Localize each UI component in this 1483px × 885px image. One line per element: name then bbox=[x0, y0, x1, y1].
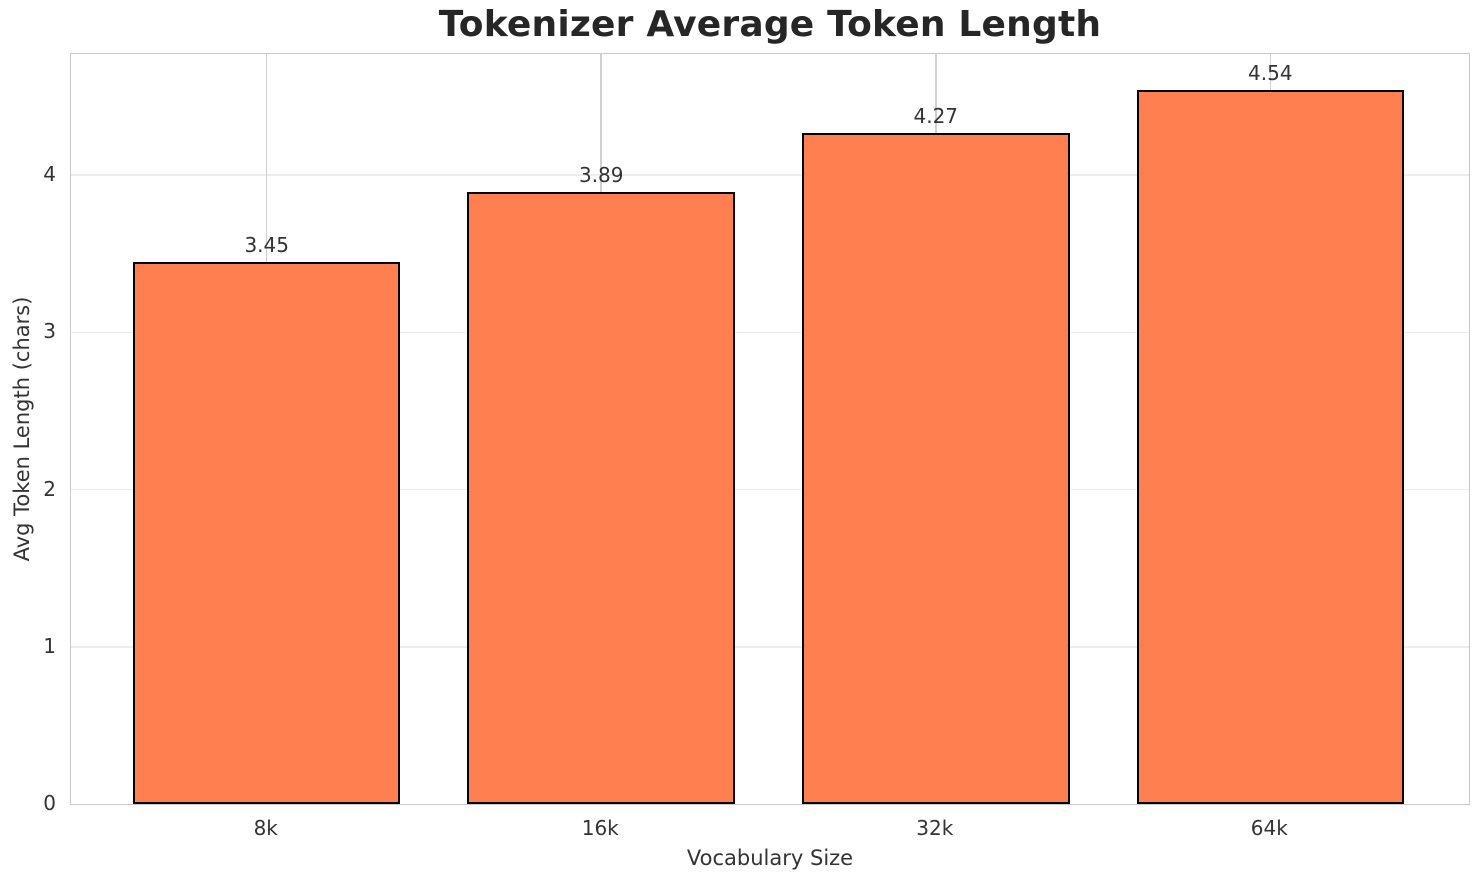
x-tick-label: 32k bbox=[916, 816, 954, 840]
bar-64k bbox=[1136, 90, 1405, 804]
x-axis-label: Vocabulary Size bbox=[686, 846, 854, 870]
y-tick-label: 3 bbox=[43, 319, 56, 344]
x-tick-label: 16k bbox=[581, 816, 619, 840]
y-tick-label: 0 bbox=[43, 791, 56, 815]
y-gridline bbox=[71, 331, 1469, 334]
chart-title: Tokenizer Average Token Length bbox=[438, 4, 1102, 45]
y-tick-label: 1 bbox=[43, 633, 56, 658]
bar-value-label: 3.45 bbox=[244, 232, 289, 257]
y-tick-label: 2 bbox=[43, 476, 56, 501]
bar-16k bbox=[467, 192, 736, 804]
bar-value-label: 4.54 bbox=[1248, 61, 1293, 86]
y-gridline bbox=[71, 488, 1469, 491]
x-tick-label: 8k bbox=[253, 816, 278, 840]
bar-value-label: 3.89 bbox=[578, 163, 624, 188]
bar-8k bbox=[132, 261, 401, 804]
y-tick-label: 4 bbox=[43, 162, 56, 187]
bar-32k bbox=[801, 132, 1070, 804]
plot-area: 3.45 3.89 4.27 4.54 bbox=[70, 53, 1470, 805]
x-tick-label: 64k bbox=[1250, 816, 1288, 840]
bar-value-label: 4.27 bbox=[913, 103, 959, 128]
y-gridline bbox=[71, 646, 1469, 648]
y-gridline bbox=[71, 174, 1469, 176]
